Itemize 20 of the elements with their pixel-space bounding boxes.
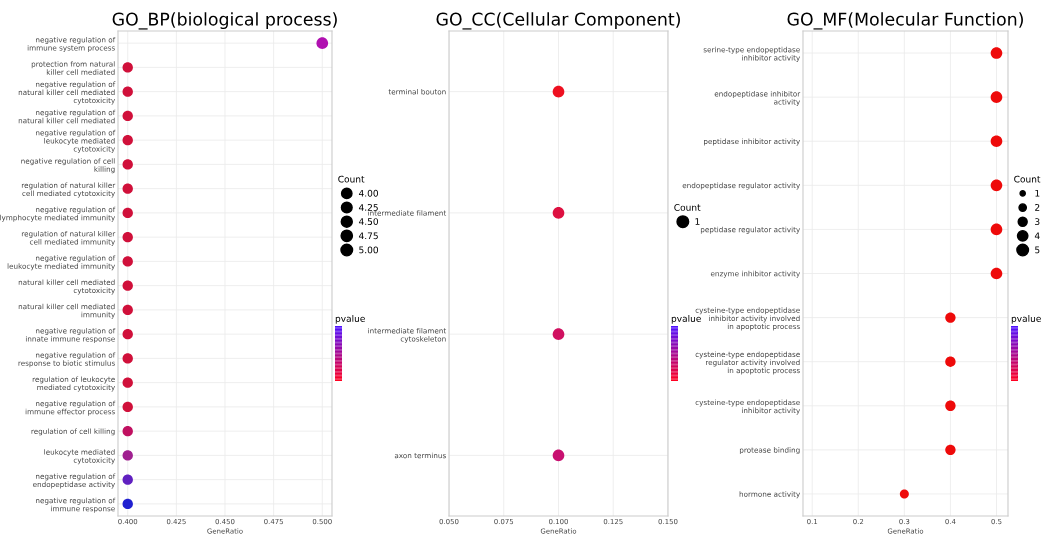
chart-title: GO_BP(biological process) — [112, 12, 337, 30]
legend-label: 4.00 — [358, 189, 379, 197]
color-bar-title: pvalue — [1011, 314, 1041, 324]
chart-title: GO_MF(Molecular Function) — [787, 12, 1023, 30]
legend-label: 1 — [1035, 189, 1040, 197]
legend-label: 2 — [1035, 204, 1040, 211]
color-bar-title: pvalue — [335, 314, 365, 324]
legend-label: 4.50 — [358, 218, 379, 225]
legend-label: 4.25 — [358, 204, 378, 211]
legend-label: 5.00 — [359, 246, 379, 254]
legend-label: 4.75 — [358, 232, 378, 240]
legend-label: 3 — [1035, 218, 1040, 225]
legend-title: Count — [674, 204, 701, 211]
legend-title: Count — [1014, 175, 1041, 183]
legend-label: 1 — [695, 218, 700, 225]
legend-label: 4 — [1034, 232, 1040, 240]
legend-title: Count — [338, 175, 365, 183]
legend-label: 5 — [1035, 246, 1040, 254]
chart-title: GO_CC(Cellular Component) — [436, 12, 680, 30]
color-bar-title: pvalue — [671, 314, 701, 324]
